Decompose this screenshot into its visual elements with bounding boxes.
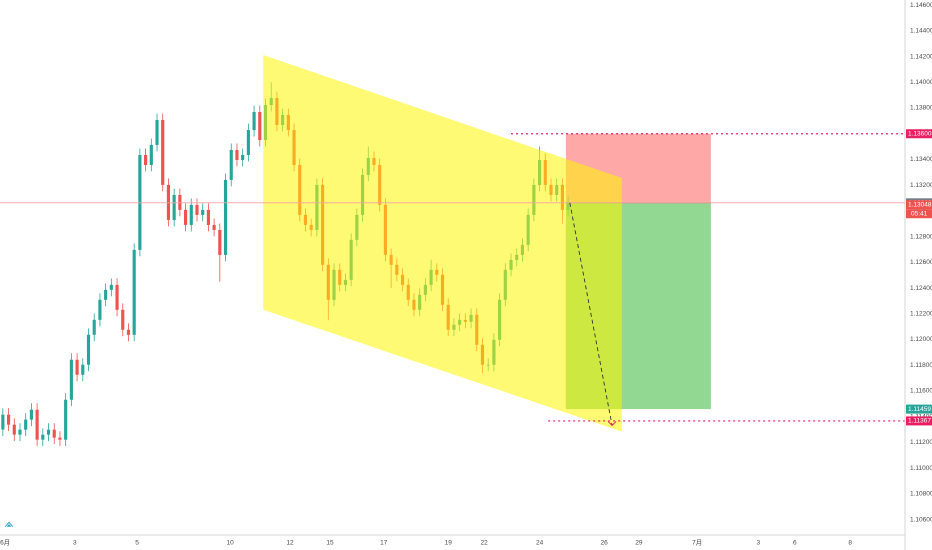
candle-body <box>92 319 96 335</box>
candle-body <box>52 429 56 438</box>
candle-body <box>235 149 239 160</box>
candle-body <box>41 434 45 440</box>
candle-body <box>24 419 28 430</box>
candle-body <box>201 209 205 215</box>
drawings <box>0 55 905 432</box>
y-tick-label: 1.13400 <box>910 156 932 163</box>
candle-body <box>46 429 51 435</box>
x-tick-label: 17 <box>380 540 388 547</box>
candle-body <box>64 399 68 440</box>
x-tick-label: 10 <box>226 540 234 547</box>
time-axis-bg <box>0 535 905 550</box>
candle-body <box>229 149 233 180</box>
candle-body <box>29 409 33 420</box>
price-axis-bg <box>905 0 932 550</box>
candle-body <box>144 154 148 166</box>
candle-body <box>104 289 108 300</box>
x-tick-label: 19 <box>445 540 453 547</box>
price-label-bg <box>906 200 932 210</box>
x-tick-label: 15 <box>326 540 334 547</box>
candle-body <box>98 299 102 320</box>
candle-body <box>6 414 11 425</box>
y-tick-label: 1.10800 <box>910 491 932 498</box>
candle-body <box>149 144 153 166</box>
y-tick-label: 1.12000 <box>910 336 932 343</box>
price-label: 1.13600 <box>908 130 932 137</box>
candle-body <box>223 179 228 255</box>
x-tick-label: 3 <box>756 540 760 547</box>
candle-body <box>241 154 245 160</box>
candle-body <box>183 209 188 225</box>
candle-body <box>132 249 136 335</box>
countdown-bg <box>906 209 932 219</box>
candle-body <box>212 224 216 230</box>
x-tick-label: 12 <box>286 540 294 547</box>
candle-body <box>172 194 176 220</box>
candle-body <box>206 209 210 225</box>
y-tick-label: 1.12200 <box>910 311 932 318</box>
x-tick-label: 3 <box>73 540 77 547</box>
price-label-bg <box>906 416 932 426</box>
x-tick-label: 29 <box>635 540 643 547</box>
x-tick-label: 24 <box>536 540 544 547</box>
candle-body <box>252 112 256 131</box>
y-tick-label: 1.13200 <box>910 182 932 189</box>
candle-body <box>35 409 39 440</box>
x-tick-label: 8 <box>848 540 852 547</box>
candle-body <box>126 329 131 335</box>
candle-body <box>155 119 159 145</box>
x-tick-label: 5 <box>135 540 139 547</box>
candle-body <box>189 204 193 225</box>
y-tick-label: 1.14000 <box>910 79 932 86</box>
candle-body <box>69 359 73 400</box>
y-tick-label: 1.10600 <box>910 516 932 523</box>
price-label-bg <box>906 129 932 139</box>
y-tick-label: 1.12600 <box>910 259 932 266</box>
x-tick-label: 26 <box>600 540 608 547</box>
y-tick-label: 1.11600 <box>910 388 932 395</box>
candle-body <box>75 359 79 375</box>
price-label-bg <box>906 404 932 414</box>
x-tick-label: 6 <box>793 540 797 547</box>
candle-body <box>1 414 5 430</box>
projection-head <box>607 421 617 427</box>
candle-body <box>109 284 113 290</box>
price-label: 1.11459 <box>908 406 931 413</box>
candle-body <box>81 364 85 375</box>
y-tick-label: 1.12400 <box>910 285 932 292</box>
price-label: 1.13048 <box>908 201 932 208</box>
y-tick-label: 1.14600 <box>910 2 932 9</box>
x-tick-label: 6月 <box>0 539 10 547</box>
candle-body <box>58 437 62 440</box>
y-tick-label: 1.11000 <box>910 465 932 472</box>
candle-body <box>218 229 222 255</box>
y-tick-label: 1.13800 <box>910 105 932 112</box>
candle-body <box>12 424 16 435</box>
y-tick-label: 1.11800 <box>910 362 932 369</box>
y-tick-label: 1.11200 <box>910 439 932 446</box>
y-tick-label: 1.14200 <box>910 53 932 60</box>
countdown: 05:41 <box>911 210 928 217</box>
x-tick-label: 22 <box>481 540 489 547</box>
projection-path <box>569 202 613 426</box>
candle-body <box>161 119 165 185</box>
y-tick-label: 1.12800 <box>910 233 932 240</box>
price-label: 1.11367 <box>908 418 931 425</box>
y-tick-label: 1.14400 <box>910 28 932 35</box>
candle-body <box>195 204 199 215</box>
candle-body <box>121 309 125 330</box>
logo <box>3 520 15 528</box>
candle-body <box>18 429 22 435</box>
candle-body <box>86 334 91 365</box>
candle-body <box>246 130 250 155</box>
x-tick-label: 7月 <box>692 539 702 547</box>
candle-body <box>115 284 119 310</box>
candle-body <box>258 112 262 141</box>
parallel-channel <box>263 55 622 432</box>
